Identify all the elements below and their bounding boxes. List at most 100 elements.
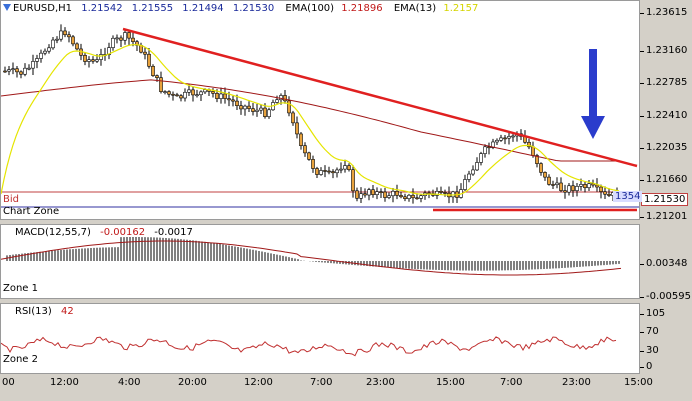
open-value: 1.21542 [81, 3, 123, 14]
candle-body [471, 169, 475, 175]
candle-body [59, 30, 63, 40]
low-value: 1.21494 [182, 3, 224, 14]
candle-body [75, 43, 79, 50]
macd-y-tick: 0.00348 [639, 258, 688, 269]
candle-body [563, 190, 567, 193]
candle-body [39, 52, 43, 59]
candle-body [343, 165, 347, 170]
candle-body [239, 105, 243, 110]
candle-body [535, 155, 539, 164]
candle-body [211, 91, 215, 94]
down-arrow-icon [3, 4, 11, 11]
bid-label: Bid [3, 194, 19, 205]
high-value: 1.21555 [131, 3, 174, 14]
candle-body [87, 59, 91, 62]
candle-body [303, 145, 307, 154]
candle-body [71, 36, 75, 45]
macd-value-2: -0.0017 [154, 227, 193, 238]
candle-body [387, 195, 391, 198]
y-tick: 1.22035 [639, 142, 688, 153]
candle-body [579, 184, 583, 187]
candle-body [159, 77, 163, 92]
candle-body [287, 100, 291, 114]
chart-zone-label: Chart Zone [3, 206, 60, 217]
descending-trendline [122, 27, 638, 168]
candle-body [131, 37, 135, 43]
candle-body [215, 93, 219, 99]
candle-body [163, 91, 167, 93]
candle-body [171, 93, 175, 96]
candle-body [467, 173, 471, 180]
candle-body [575, 186, 579, 191]
candle-body [311, 159, 315, 169]
candle-body [483, 146, 487, 154]
candle-body [231, 99, 235, 102]
candle-body [63, 30, 67, 36]
candle-body [3, 70, 7, 73]
candle-body [499, 137, 503, 141]
y-tick: 1.23615 [639, 7, 688, 18]
candle-body [551, 184, 555, 186]
candle-body [67, 34, 71, 38]
candle-body [491, 141, 495, 148]
macd-header: MACD(12,55,7) -0.00162 -0.0017 [15, 227, 193, 238]
ema100-label: EMA(100) [285, 3, 335, 14]
rsi-y-tick: 0 [639, 361, 653, 372]
zone-2-label: Zone 2 [3, 354, 38, 365]
candle-body [347, 165, 351, 170]
candle-body [115, 37, 119, 40]
candle-body [243, 105, 247, 110]
candle-body [407, 194, 411, 199]
x-tick: 23:00 [562, 377, 591, 388]
candle-body [435, 190, 439, 196]
candle-body [155, 75, 159, 78]
candle-body [607, 193, 611, 196]
candle-body [403, 196, 407, 199]
macd-label: MACD(12,55,7) [15, 227, 91, 238]
candle-body [443, 192, 447, 194]
ema13-line [1, 44, 620, 196]
candle-body [107, 47, 111, 56]
candle-body [219, 93, 223, 99]
candle-body [383, 191, 387, 198]
candle-body [463, 179, 467, 190]
rsi-header: RSI(13) 42 [15, 306, 74, 317]
candle-body [379, 191, 383, 193]
candle-body [227, 98, 231, 101]
candle-body [183, 91, 187, 99]
candle-body [279, 95, 283, 101]
candle-body [7, 69, 11, 72]
candle-body [31, 61, 35, 69]
rsi-pane[interactable]: RSI(13) 42 Zone 2 [0, 303, 640, 374]
macd-canvas [1, 237, 622, 276]
candle-body [175, 94, 179, 97]
candle-body [199, 91, 203, 96]
bid-price-tag: 1.21530 [641, 193, 689, 206]
rsi-canvas [1, 336, 617, 357]
candle-body [531, 146, 535, 156]
candle-body [351, 169, 355, 192]
small-price-tag: 1354 [613, 191, 643, 202]
candle-body [147, 53, 151, 67]
zone-1-label: Zone 1 [3, 283, 38, 294]
price-axis[interactable]: 1.23615 1.23160 1.22785 1.22410 1.22035 … [639, 0, 692, 374]
candle-body [167, 91, 171, 95]
candle-body [595, 184, 599, 188]
candle-body [419, 195, 423, 199]
candle-body [395, 190, 399, 196]
candle-body [47, 47, 51, 52]
candle-body [151, 65, 155, 76]
candle-body [299, 133, 303, 146]
macd-y-tick: -0.00595 [640, 291, 691, 302]
macd-pane[interactable]: MACD(12,55,7) -0.00162 -0.0017 Zone 1 [0, 224, 640, 299]
rsi-value: 42 [60, 306, 74, 317]
candle-body [399, 195, 403, 198]
candle-body [259, 107, 263, 111]
price-chart-pane[interactable]: EURUSD,H1 1.21542 1.21555 1.21494 1.2153… [0, 0, 640, 220]
candle-body [255, 109, 259, 112]
candle-body [111, 37, 115, 48]
candle-body [35, 58, 39, 62]
y-tick: 1.21660 [639, 174, 688, 185]
ema100-line [1, 79, 621, 162]
x-tick: 15:00 [436, 377, 465, 388]
